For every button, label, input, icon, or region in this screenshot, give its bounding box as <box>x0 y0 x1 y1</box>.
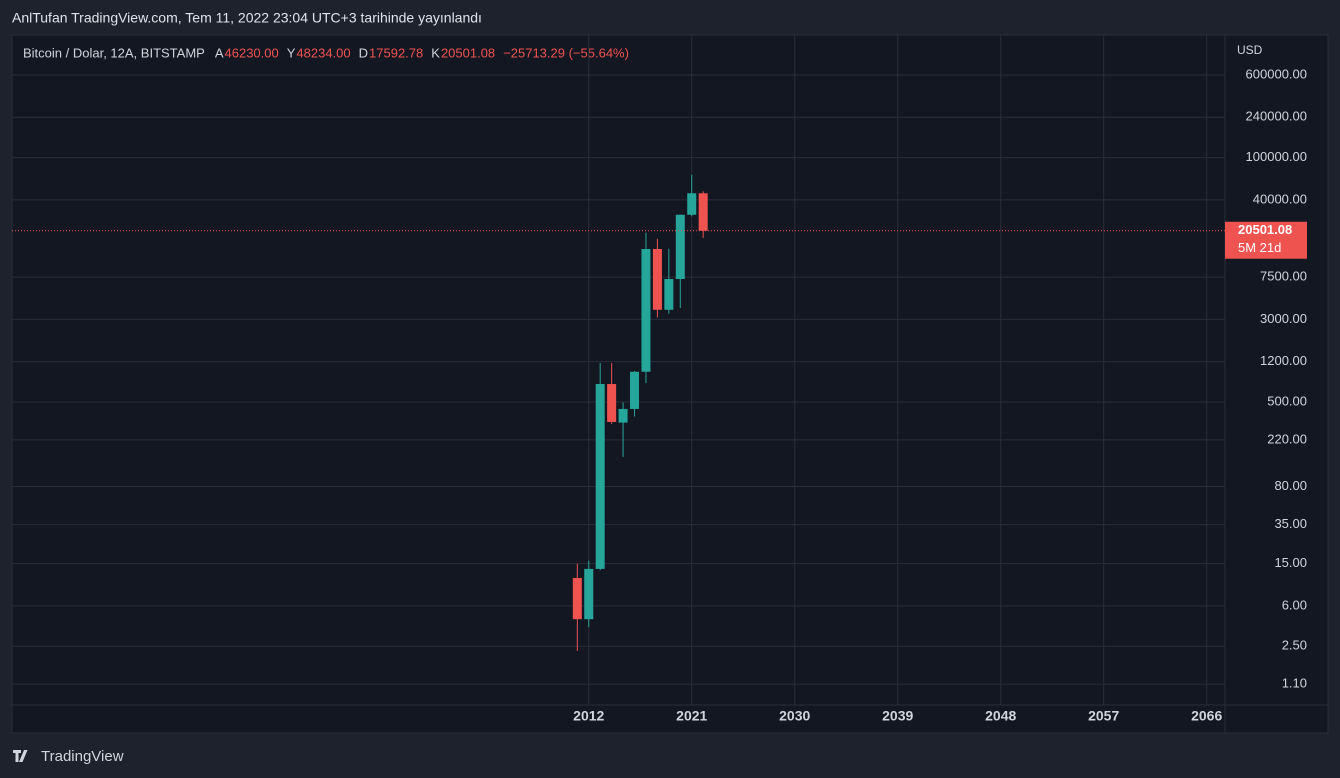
last-price-box <box>1225 221 1307 259</box>
y-tick-label: 240000.00 <box>1246 109 1307 124</box>
candle-body <box>664 279 674 310</box>
y-tick-label: 6.00 <box>1282 597 1307 612</box>
x-tick-label: 2030 <box>779 708 810 724</box>
y-tick-label: 80.00 <box>1274 478 1307 493</box>
y-tick-label: 7500.00 <box>1260 269 1307 284</box>
ohlc-value: 17592.78 <box>369 45 423 60</box>
y-tick-label: 3000.00 <box>1260 311 1307 326</box>
y-tick-label: 220.00 <box>1267 431 1307 446</box>
x-tick-label: 2012 <box>573 708 604 724</box>
y-tick-label: 35.00 <box>1274 516 1307 531</box>
change: −25713.29 (−55.64%) <box>503 45 629 60</box>
ohlc-key: K <box>431 45 440 60</box>
logo: TradingView <box>13 748 124 765</box>
y-axis-label: USD <box>1237 43 1263 57</box>
chart-title: AnlTufan TradingView.com, Tem 11, 2022 2… <box>12 10 482 26</box>
last-price-label: 20501.08 <box>1238 222 1292 237</box>
ohlc-value: 48234.00 <box>296 45 350 60</box>
brand: TradingView <box>41 748 124 765</box>
y-tick-label: 40000.00 <box>1253 191 1307 206</box>
candle-body <box>687 193 697 215</box>
ohlc-key: A <box>215 45 224 60</box>
x-tick-label: 2066 <box>1191 708 1222 724</box>
candle-body <box>618 408 628 423</box>
x-tick-label: 2048 <box>985 708 1016 724</box>
candle-body <box>572 577 582 620</box>
y-tick-label: 15.00 <box>1274 555 1307 570</box>
y-tick-label: 1.10 <box>1282 676 1307 691</box>
countdown: 5M 21d <box>1238 240 1281 255</box>
x-tick-label: 2039 <box>882 708 913 724</box>
x-tick-label: 2057 <box>1088 708 1119 724</box>
candle-body <box>607 384 617 422</box>
candle-body <box>630 371 640 409</box>
y-tick-label: 600000.00 <box>1246 66 1307 81</box>
chart-area <box>11 34 1329 734</box>
ohlc-value: 46230.00 <box>225 45 279 60</box>
y-tick-label: 2.50 <box>1282 638 1307 653</box>
y-tick-label: 100000.00 <box>1246 149 1307 164</box>
y-tick-label: 500.00 <box>1267 393 1307 408</box>
ohlc-value: 20501.08 <box>441 45 495 60</box>
ohlc-key: D <box>359 45 368 60</box>
symbol: Bitcoin / Dolar, 12A, BITSTAMP <box>23 45 205 60</box>
candle-body <box>698 193 708 231</box>
candle-body <box>595 384 605 569</box>
y-tick-label: 1200.00 <box>1260 353 1307 368</box>
logo-icon <box>13 750 28 762</box>
candle-body <box>584 568 594 620</box>
candle-body <box>675 214 685 280</box>
candle-body <box>652 248 662 310</box>
x-tick-label: 2021 <box>676 708 707 724</box>
ohlc-key: Y <box>287 45 296 60</box>
candle-body <box>641 248 651 372</box>
